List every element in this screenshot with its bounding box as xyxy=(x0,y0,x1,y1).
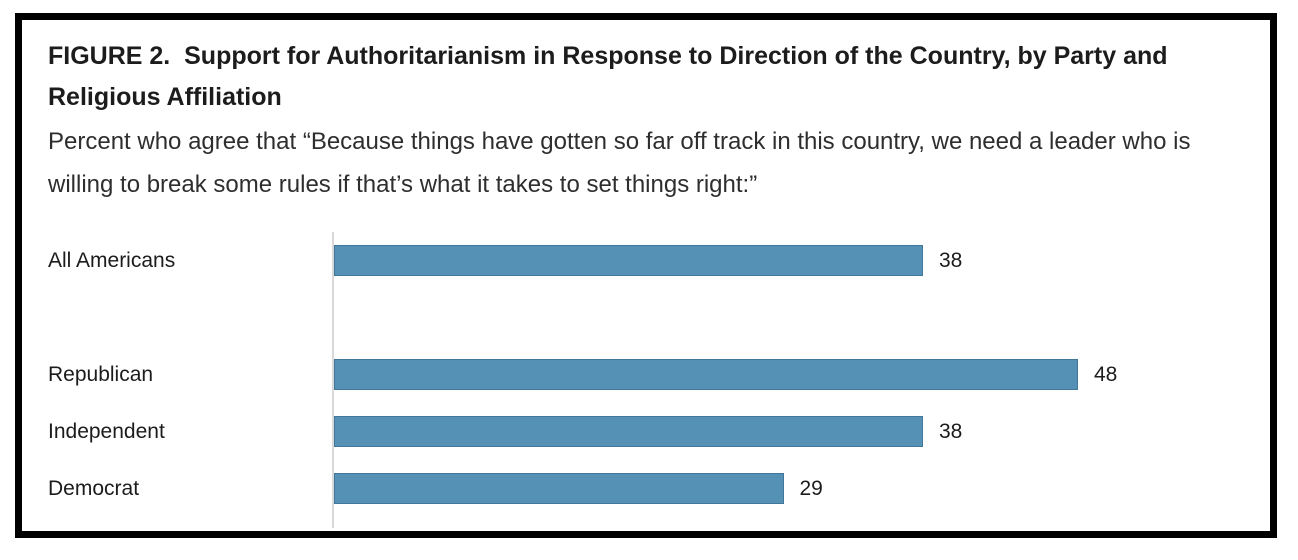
bar-chart: All Americans 38 Republican 48 Independent 38… xyxy=(48,232,1246,528)
value-label: 48 xyxy=(1094,362,1118,386)
figure-subtitle: Percent who agree that “Because things h… xyxy=(48,128,1191,198)
value-label: 29 xyxy=(799,476,823,500)
category-label: Independent xyxy=(48,419,165,443)
chart-row: Republican 48 xyxy=(48,346,1246,403)
value-label: 38 xyxy=(939,248,963,272)
bar-area: 38 xyxy=(334,403,1246,460)
bar-area: 48 xyxy=(334,346,1246,403)
chart-row: Democrat 29 xyxy=(48,460,1246,517)
y-axis-line xyxy=(332,232,334,528)
chart-row: Independent 38 xyxy=(48,403,1246,460)
bar-area: 38 xyxy=(334,232,1246,289)
chart-row: All Americans 38 xyxy=(48,232,1246,289)
bar xyxy=(334,473,784,504)
figure-title: FIGURE 2. Support for Authoritarianism i… xyxy=(48,42,1175,111)
group-gap-row xyxy=(48,289,1246,346)
value-label: 38 xyxy=(939,419,963,443)
bar-area: 29 xyxy=(334,460,1246,517)
category-label: Republican xyxy=(48,362,154,386)
bar xyxy=(334,359,1078,390)
bar xyxy=(334,416,923,447)
category-label: Democrat xyxy=(48,476,140,500)
category-label: All Americans xyxy=(48,248,176,272)
chart-rows: All Americans 38 Republican 48 Independent 38… xyxy=(48,232,1246,517)
figure-frame: FIGURE 2. Support for Authoritarianism i… xyxy=(15,13,1277,538)
bar xyxy=(334,245,923,276)
